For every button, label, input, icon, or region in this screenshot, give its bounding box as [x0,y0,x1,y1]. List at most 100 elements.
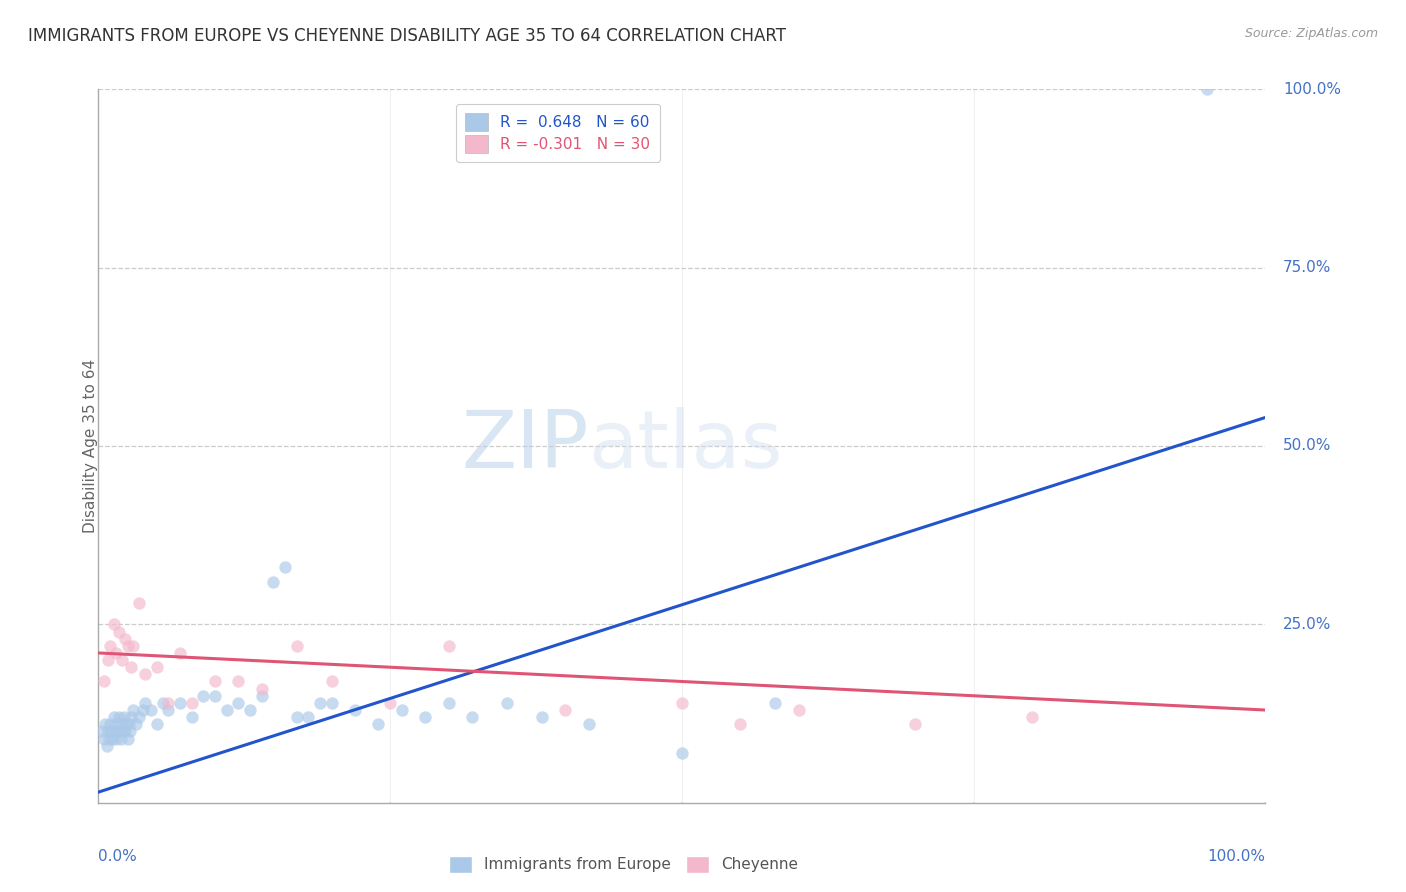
Point [146,660,169,674]
Point [285,710,308,724]
Point [344,703,367,717]
Point [115,717,138,731]
Point [169,646,191,660]
Point [274,560,297,574]
Point [114,724,136,739]
Point [118,717,141,731]
Point [114,632,136,646]
Point [309,696,332,710]
Point [1195,82,1218,96]
Point [122,703,145,717]
Point [103,710,125,724]
Point [108,624,131,639]
Point [157,703,180,717]
Point [103,617,125,632]
Point [104,646,127,660]
Point [671,746,693,760]
Point [107,724,129,739]
Point [108,710,131,724]
Point [228,674,250,689]
Point [228,696,250,710]
Point [90,724,112,739]
Point [112,710,135,724]
Point [118,724,141,739]
Point [730,717,752,731]
Point [111,724,134,739]
Point [152,696,174,710]
Point [128,596,150,610]
Point [763,696,786,710]
Point [367,717,389,731]
Point [437,639,460,653]
Point [321,696,343,710]
Point [204,689,226,703]
Point [146,717,169,731]
Point [134,667,156,681]
Point [100,724,122,739]
Text: atlas: atlas [589,407,783,485]
Point [578,717,600,731]
Point [110,731,132,746]
Point [193,689,215,703]
Point [437,696,460,710]
Point [461,710,484,724]
Point [262,574,284,589]
Point [378,696,402,710]
Point [215,703,238,717]
Point [1021,710,1043,724]
Point [96,739,118,753]
Point [111,653,134,667]
Point [98,639,121,653]
Point [391,703,413,717]
Point [98,717,121,731]
Point [413,710,436,724]
Point [125,717,148,731]
Point [495,696,517,710]
Text: Source: ZipAtlas.com: Source: ZipAtlas.com [1244,27,1378,40]
Point [94,717,117,731]
Point [250,681,273,696]
Point [132,703,155,717]
Point [128,710,150,724]
Point [93,731,115,746]
Text: 50.0%: 50.0% [1282,439,1331,453]
Text: 25.0%: 25.0% [1282,617,1331,632]
Y-axis label: Disability Age 35 to 64: Disability Age 35 to 64 [83,359,97,533]
Point [554,703,576,717]
Point [122,639,145,653]
Point [93,674,115,689]
Text: 0.0%: 0.0% [98,849,138,864]
Point [250,689,273,703]
Point [120,710,142,724]
Point [120,660,142,674]
Point [169,696,191,710]
Text: IMMIGRANTS FROM EUROPE VS CHEYENNE DISABILITY AGE 35 TO 64 CORRELATION CHART: IMMIGRANTS FROM EUROPE VS CHEYENNE DISAB… [28,27,786,45]
Point [787,703,810,717]
Text: ZIP: ZIP [461,407,589,485]
Point [180,710,202,724]
Point [97,731,120,746]
Point [297,710,319,724]
Point [101,731,124,746]
Point [180,696,202,710]
Point [111,717,134,731]
Point [104,731,127,746]
Point [157,696,180,710]
Point [285,639,308,653]
Point [671,696,693,710]
Point [97,653,120,667]
Point [117,639,139,653]
Point [104,724,127,739]
Point [204,674,226,689]
Point [117,731,139,746]
Point [239,703,262,717]
Text: 75.0%: 75.0% [1282,260,1331,275]
Point [904,717,927,731]
Point [321,674,343,689]
Point [530,710,553,724]
Point [139,703,162,717]
Text: 100.0%: 100.0% [1208,849,1265,864]
Point [134,696,156,710]
Point [105,717,128,731]
Text: 100.0%: 100.0% [1282,82,1341,96]
